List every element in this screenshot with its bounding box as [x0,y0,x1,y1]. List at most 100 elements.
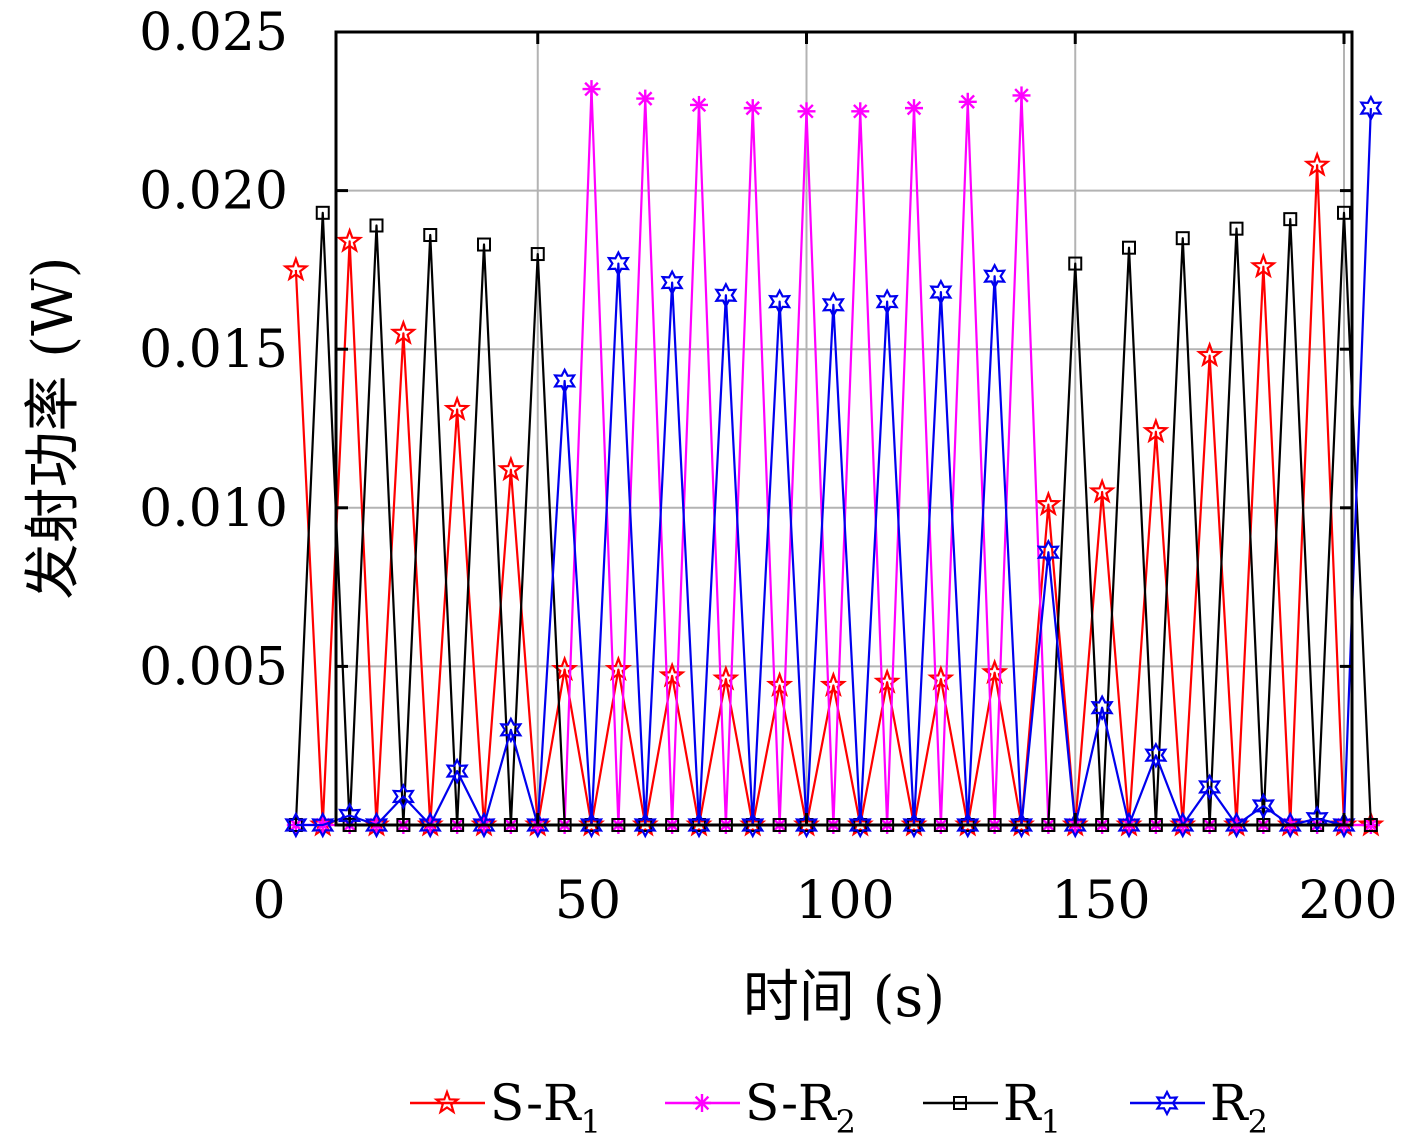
data-point [364,811,389,839]
data-point [530,247,545,262]
data-point [714,281,738,309]
x-tick-label: 100 [795,871,894,931]
data-point [797,102,816,121]
data-point [497,455,525,482]
legend-label: R2 [1210,1074,1268,1141]
data-point [1278,811,1302,839]
data-point [1142,417,1170,444]
y-tick-label: 0.020 [139,162,288,222]
data-point [905,99,923,118]
data-point [606,250,630,277]
legend-marker [953,1096,967,1110]
data-point [902,811,926,839]
data-point [956,811,980,839]
legend: S-R1 S-R2 R1 R2 [410,1074,1268,1141]
data-point [1068,256,1083,271]
data-point [389,319,417,345]
data-point [1337,205,1351,220]
data-point [284,811,308,839]
data-point [526,811,550,839]
data-point [741,811,765,839]
data-point [1249,252,1277,279]
x-axis-label: 时间 (s) [743,965,945,1030]
data-point [690,95,708,114]
x-tick-label: 150 [1051,871,1150,931]
data-point [443,395,471,422]
legend-label: S-R1 [490,1074,601,1141]
data-point [418,811,442,839]
data-point [582,80,601,99]
y-tick-label: 0.010 [139,479,288,539]
data-point [743,99,762,118]
y-tick-label: 0.025 [139,3,288,63]
data-point [1359,94,1383,122]
legend-item: S-R1 [410,1074,601,1141]
data-point [553,367,577,395]
data-point [658,661,686,688]
legend-item: S-R2 [665,1074,856,1141]
data-point [1196,341,1224,368]
data-point [660,269,684,296]
data-point [1305,805,1329,833]
data-point [821,291,845,319]
legend-marker [693,1094,711,1112]
data-point [1009,811,1034,839]
data-point [1063,811,1087,839]
data-point [423,228,438,243]
data-point [1088,477,1116,504]
data-point [477,237,491,252]
data-point [794,811,819,839]
data-point [311,811,335,839]
legend-label: S-R2 [745,1074,856,1141]
data-point [336,227,364,253]
legend-marker [1155,1089,1179,1117]
data-point [1332,811,1356,839]
legend-label: R1 [1003,1074,1061,1141]
data-point [391,783,415,810]
y-tick-label: 0.005 [139,637,288,697]
data-point [579,811,604,839]
data-point [958,92,977,111]
data-point [315,205,330,220]
data-point [1012,86,1031,105]
data-point [927,664,955,691]
data-point [472,811,496,839]
plot-frame [334,30,1354,827]
legend-marker [433,1088,461,1115]
data-point [633,811,657,839]
series-line [295,88,1371,827]
data-point [1363,818,1378,832]
data-point [1283,212,1298,227]
data-point [1229,221,1244,236]
legend-item: R1 [923,1074,1061,1141]
data-point [929,278,953,306]
data-point [875,288,899,316]
x-tick-label: 0 [252,871,285,931]
data-point [768,288,792,316]
y-tick-label: 0.015 [139,320,288,380]
data-point [1144,741,1168,769]
data-point [1034,490,1062,517]
legend-item: R2 [1130,1074,1268,1141]
data-point [1122,240,1136,255]
data-point [604,655,632,682]
data-point [1117,811,1141,839]
data-point [282,255,310,282]
grid [336,32,1352,825]
data-point [712,664,740,691]
series-line [294,164,1371,827]
data-point [1303,150,1331,177]
y-axis-label: 发射功率 (W) [21,256,86,599]
data-point [1224,811,1249,839]
x-tick-label: 200 [1298,871,1397,931]
data-point [873,668,901,694]
data-point [983,262,1007,290]
series-S-R1 [282,150,1385,837]
data-point [499,716,523,744]
data-point [1251,792,1275,820]
data-point [851,102,870,121]
series-R2 [284,94,1383,839]
data-point [369,218,384,233]
data-point [687,811,711,839]
